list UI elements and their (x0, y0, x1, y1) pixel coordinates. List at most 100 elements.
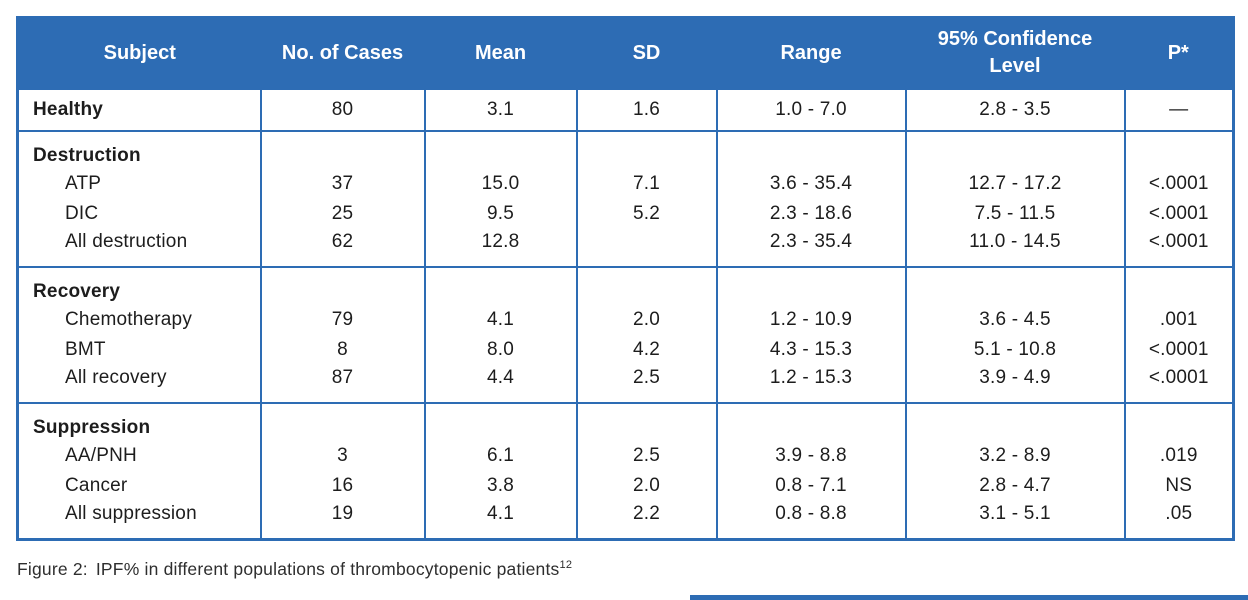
cell-subject: All recovery (16, 364, 262, 403)
cell-empty (575, 402, 718, 441)
cell-empty (423, 130, 578, 169)
section-healthy: Healthy 80 3.1 1.6 1.0 - 7.0 2.8 - 3.5 — (16, 88, 1235, 131)
cell-empty (715, 266, 907, 305)
figure-table-container: Subject No. of Cases Mean SD Range 95% C… (16, 16, 1235, 541)
cell-empty (904, 266, 1126, 305)
cell-empty (715, 130, 907, 169)
cell-p: NS (1123, 470, 1235, 501)
table-row: All destruction 62 12.8 2.3 - 35.4 11.0 … (16, 228, 1235, 267)
cell-mean: 4.1 (423, 304, 578, 335)
table-row: Chemotherapy 79 4.1 2.0 1.2 - 10.9 3.6 -… (16, 304, 1235, 335)
cell-cases: 80 (259, 88, 426, 131)
cell-sd: 2.5 (575, 364, 718, 403)
col-header-mean: Mean (424, 17, 577, 89)
cell-ci: 3.6 - 4.5 (904, 304, 1126, 335)
cell-subject: Chemotherapy (16, 304, 262, 335)
cell-ci: 5.1 - 10.8 (904, 334, 1126, 365)
cell-p: <.0001 (1123, 364, 1235, 403)
caption-text: IPF% in different populations of thrombo… (95, 559, 560, 579)
cell-mean: 3.1 (423, 88, 578, 131)
cell-empty (904, 402, 1126, 441)
group-header-row: Destruction (16, 130, 1235, 169)
cell-p: — (1123, 88, 1235, 131)
cell-range: 3.9 - 8.8 (715, 440, 907, 471)
cell-subject: AA/PNH (16, 440, 262, 471)
group-label: Suppression (16, 402, 262, 441)
cell-range: 1.2 - 10.9 (715, 304, 907, 335)
table-row: Healthy 80 3.1 1.6 1.0 - 7.0 2.8 - 3.5 — (16, 88, 1235, 131)
cell-subject: BMT (16, 334, 262, 365)
cell-ci: 3.2 - 8.9 (904, 440, 1126, 471)
cell-sd: 1.6 (575, 88, 718, 131)
section-recovery: Recovery Chemotherapy 79 4.1 2.0 1.2 - 1… (16, 266, 1235, 403)
cell-range: 2.3 - 18.6 (715, 198, 907, 229)
col-header-sd: SD (576, 17, 717, 89)
cell-cases: 62 (259, 228, 426, 267)
cell-sd: 5.2 (575, 198, 718, 229)
table-row: All recovery 87 4.4 2.5 1.2 - 15.3 3.9 -… (16, 364, 1235, 403)
cell-p: .05 (1123, 500, 1235, 539)
cell-empty (904, 130, 1126, 169)
col-header-range: Range (716, 17, 906, 89)
table-row: BMT 8 8.0 4.2 4.3 - 15.3 5.1 - 10.8 <.00… (16, 334, 1235, 365)
cell-cases: 3 (259, 440, 426, 471)
cell-range: 0.8 - 7.1 (715, 470, 907, 501)
cell-empty (423, 266, 578, 305)
cell-p: .001 (1123, 304, 1235, 335)
cell-mean: 8.0 (423, 334, 578, 365)
cell-sd: 2.0 (575, 470, 718, 501)
cell-empty (1123, 266, 1235, 305)
cell-range: 1.0 - 7.0 (715, 88, 907, 131)
cell-mean: 6.1 (423, 440, 578, 471)
cell-mean: 3.8 (423, 470, 578, 501)
table-row: AA/PNH 3 6.1 2.5 3.9 - 8.8 3.2 - 8.9 .01… (16, 440, 1235, 471)
cell-range: 2.3 - 35.4 (715, 228, 907, 267)
group-header-row: Suppression (16, 402, 1235, 441)
cell-empty (1123, 402, 1235, 441)
cell-cases: 25 (259, 198, 426, 229)
cell-p: <.0001 (1123, 334, 1235, 365)
cell-cases: 19 (259, 500, 426, 539)
cell-mean: 4.1 (423, 500, 578, 539)
cell-range: 1.2 - 15.3 (715, 364, 907, 403)
cell-mean: 9.5 (423, 198, 578, 229)
cell-ci: 7.5 - 11.5 (904, 198, 1126, 229)
cell-subject: DIC (16, 198, 262, 229)
cell-empty (259, 266, 426, 305)
cell-empty (575, 266, 718, 305)
cell-sd: 4.2 (575, 334, 718, 365)
group-label: Recovery (16, 266, 262, 305)
cell-ci: 3.9 - 4.9 (904, 364, 1126, 403)
section-destruction: Destruction ATP 37 15.0 7.1 3.6 - 35.4 1… (16, 130, 1235, 267)
cell-sd (575, 228, 718, 267)
cell-ci: 11.0 - 14.5 (904, 228, 1126, 267)
cell-cases: 16 (259, 470, 426, 501)
group-header-row: Recovery (16, 266, 1235, 305)
cell-ci: 2.8 - 4.7 (904, 470, 1126, 501)
cell-empty (423, 402, 578, 441)
table-header: Subject No. of Cases Mean SD Range 95% C… (17, 17, 1234, 89)
cell-empty (715, 402, 907, 441)
cell-empty (1123, 130, 1235, 169)
cell-range: 4.3 - 15.3 (715, 334, 907, 365)
table-row: DIC 25 9.5 5.2 2.3 - 18.6 7.5 - 11.5 <.0… (16, 198, 1235, 229)
cell-empty (259, 130, 426, 169)
group-label: Destruction (16, 130, 262, 169)
col-header-p: P* (1124, 17, 1234, 89)
table-row: Cancer 16 3.8 2.0 0.8 - 7.1 2.8 - 4.7 NS (16, 470, 1235, 501)
cell-subject: All destruction (16, 228, 262, 267)
cell-cases: 37 (259, 168, 426, 199)
cell-sd: 2.0 (575, 304, 718, 335)
cell-subject: Cancer (16, 470, 262, 501)
cell-ci: 12.7 - 17.2 (904, 168, 1126, 199)
cell-subject: All suppression (16, 500, 262, 539)
col-header-subject: Subject (17, 17, 261, 89)
table-row: ATP 37 15.0 7.1 3.6 - 35.4 12.7 - 17.2 <… (16, 168, 1235, 199)
table-row: All suppression 19 4.1 2.2 0.8 - 8.8 3.1… (16, 500, 1235, 539)
cell-ci: 2.8 - 3.5 (904, 88, 1126, 131)
cell-range: 0.8 - 8.8 (715, 500, 907, 539)
section-suppression: Suppression AA/PNH 3 6.1 2.5 3.9 - 8.8 3… (16, 402, 1235, 539)
caption-label: Figure 2: (17, 559, 88, 579)
cell-p: <.0001 (1123, 198, 1235, 229)
cell-mean: 4.4 (423, 364, 578, 403)
